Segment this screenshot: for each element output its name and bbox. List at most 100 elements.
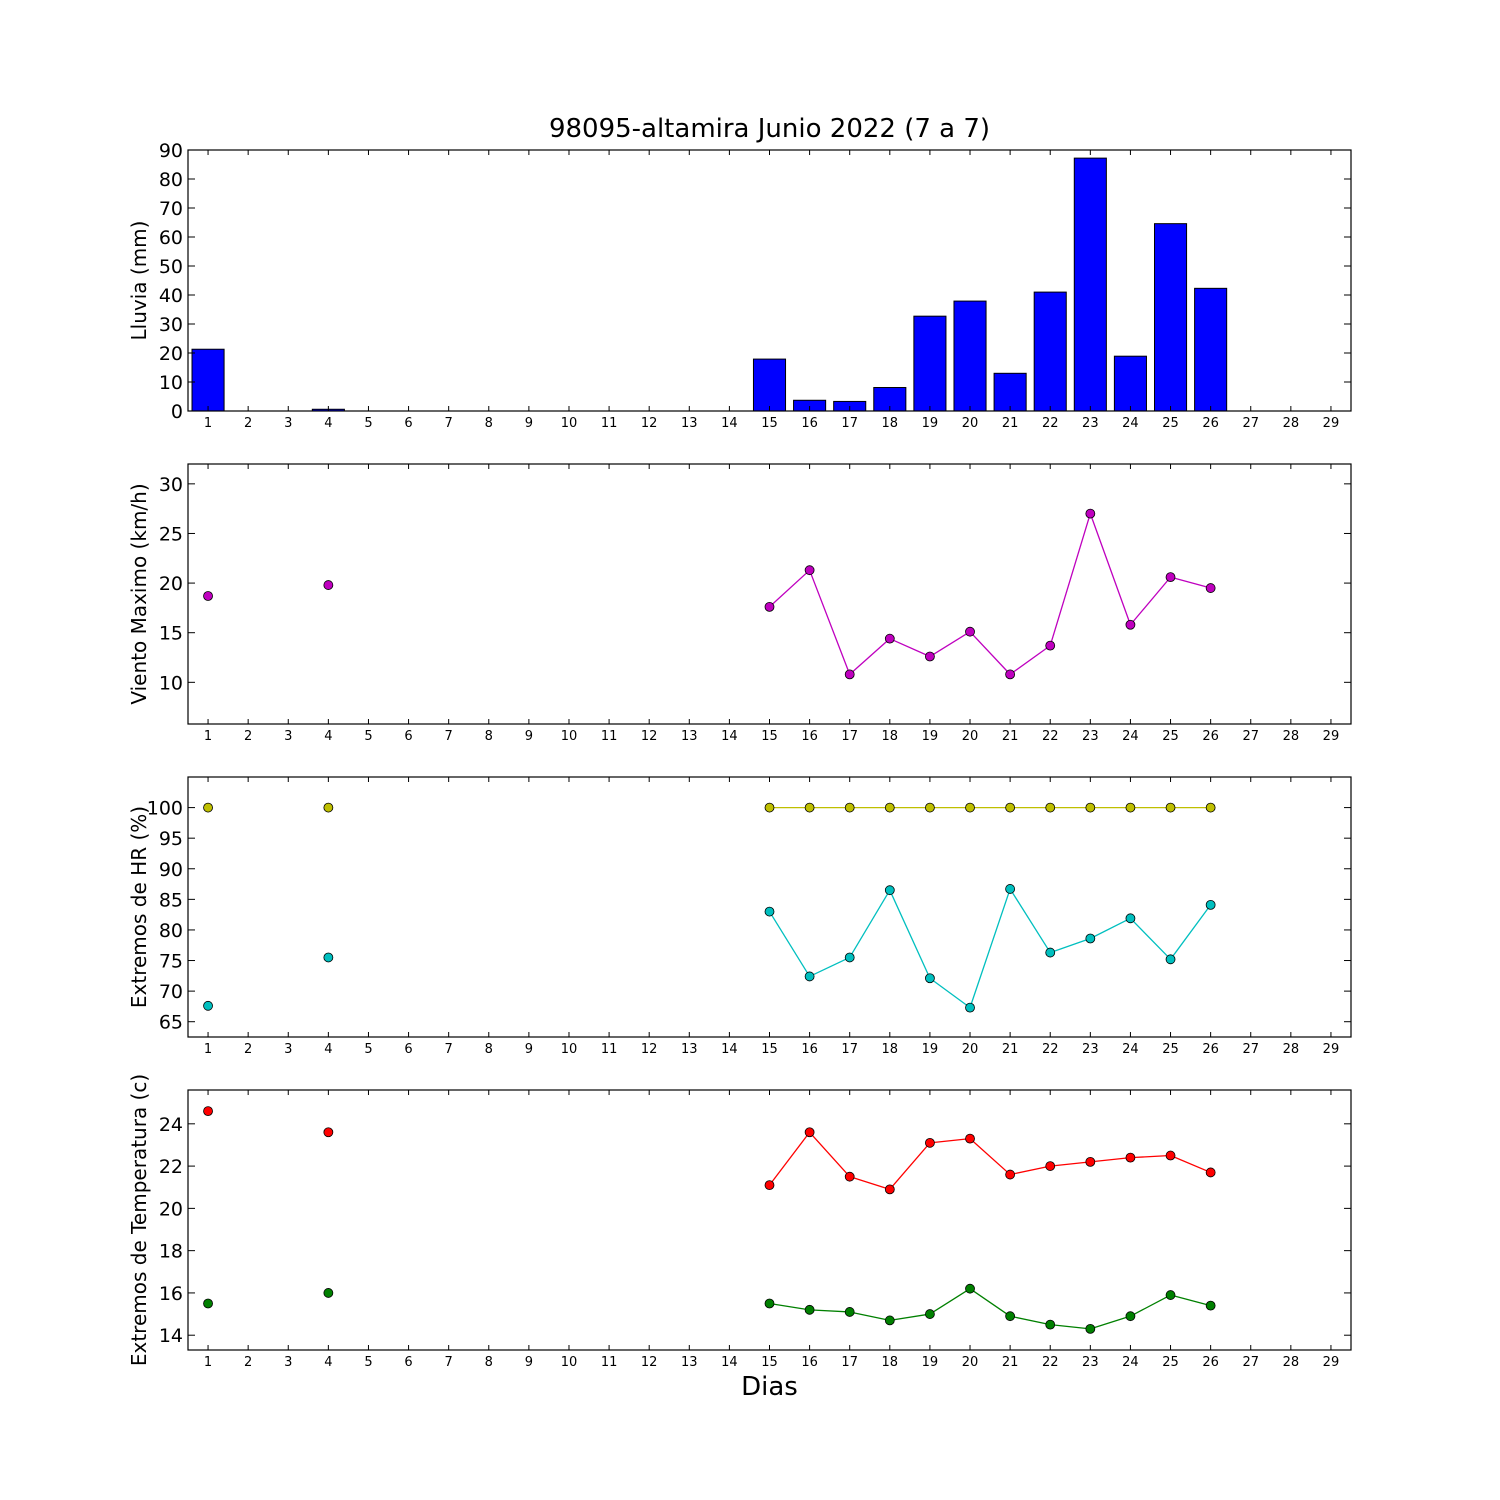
x-tick-label: 28: [1283, 729, 1300, 744]
y-tick-label: 10: [159, 372, 183, 394]
series-1-point-day-16: [804, 802, 815, 813]
x-tick-label: 2: [244, 416, 252, 431]
x-tick-label: 6: [404, 729, 412, 744]
series-1-segment: [1130, 1154, 1171, 1159]
series-2-segment: [809, 1309, 850, 1313]
x-tick-label: 22: [1042, 416, 1059, 431]
series-1-segment: [1170, 576, 1211, 589]
series-1-segment: [849, 1176, 891, 1190]
x-tick-label: 11: [601, 1042, 618, 1057]
series-2-point-day-1: [203, 1000, 213, 1011]
y-axis-label: Extremos de HR (%): [127, 806, 151, 1008]
x-tick-label: 26: [1202, 729, 1219, 744]
x-tick-label: 9: [525, 729, 533, 744]
x-tick-label: 29: [1323, 1355, 1340, 1370]
x-tick-label: 3: [284, 1355, 292, 1370]
x-tick-label: 21: [1002, 729, 1019, 744]
y-tick-label: 24: [159, 1114, 183, 1136]
x-tick-label: 8: [485, 1355, 493, 1370]
series-2-point-day-21: [1005, 1311, 1016, 1322]
series-1-point-day-18: [884, 802, 895, 813]
bar-day-23: [1073, 157, 1107, 412]
series-1-point-day-24: [1125, 619, 1136, 630]
y-tick-label: 65: [159, 1012, 183, 1034]
series-1-point-day-24: [1125, 1152, 1136, 1163]
x-tick-label: 15: [761, 1355, 778, 1370]
x-tick-label: 29: [1323, 1042, 1340, 1057]
series-1-point-day-1: [203, 591, 213, 601]
series-1-point-day-15: [764, 602, 775, 612]
x-tick-label: 10: [561, 416, 578, 431]
y-tick-label: 10: [159, 672, 183, 694]
series-1-point-day-4: [323, 1127, 334, 1138]
series-2-segment: [1050, 1323, 1091, 1330]
x-tick-label: 14: [721, 1355, 738, 1370]
x-tick-label: 1: [204, 729, 212, 744]
y-tick-label: 70: [159, 198, 183, 220]
series-2-point-day-20: [965, 1002, 975, 1013]
x-tick-label: 9: [525, 1042, 533, 1057]
x-tick-label: 6: [404, 1042, 412, 1057]
x-tick-label: 23: [1082, 416, 1099, 431]
series-1-point-day-20: [965, 626, 975, 637]
x-tick-label: 10: [561, 1042, 578, 1057]
series-1-segment: [889, 638, 931, 658]
series-1-segment: [808, 569, 851, 675]
series-2-segment: [769, 1302, 810, 1311]
bar-day-19: [913, 315, 947, 412]
series-1-point-day-23: [1085, 802, 1096, 813]
x-tick-label: 19: [922, 416, 939, 431]
x-tick-label: 26: [1202, 1042, 1219, 1057]
series-1-point-day-15: [764, 1180, 775, 1191]
x-tick-label: 19: [922, 729, 939, 744]
series-2-point-day-26: [1205, 1300, 1216, 1311]
series-2-point-day-17: [844, 952, 855, 963]
x-tick-label: 16: [801, 1355, 818, 1370]
series-1-segment: [929, 631, 971, 658]
x-tick-label: 12: [641, 1355, 658, 1370]
x-tick-label: 18: [882, 729, 899, 744]
x-tick-label: 12: [641, 1042, 658, 1057]
series-1-point-day-21: [1005, 669, 1016, 680]
series-2-point-day-23: [1085, 1323, 1096, 1334]
y-tick-label: 70: [159, 981, 183, 1003]
x-tick-label: 1: [204, 416, 212, 431]
series-2-point-day-20: [965, 1283, 975, 1294]
series-2-point-day-16: [804, 1304, 815, 1315]
x-tick-label: 2: [244, 1355, 252, 1370]
series-1-point-day-20: [965, 802, 975, 813]
y-tick-label: 60: [159, 227, 183, 249]
series-1-point-day-1: [203, 1106, 213, 1117]
y-axis-label: Lluvia (mm): [127, 221, 151, 341]
bar-day-21: [993, 372, 1027, 412]
series-1-segment: [969, 631, 1011, 675]
series-2-segment: [889, 889, 931, 979]
series-1-point-day-25: [1165, 802, 1176, 813]
x-tick-label: 20: [962, 729, 979, 744]
y-tick-label: 90: [159, 859, 183, 881]
y-tick-label: 16: [159, 1283, 183, 1305]
series-1-segment: [768, 1131, 811, 1186]
x-tick-label: 11: [601, 1355, 618, 1370]
x-tick-label: 6: [404, 416, 412, 431]
x-tick-label: 24: [1122, 729, 1139, 744]
series-1-segment: [969, 1138, 1011, 1176]
x-tick-label: 23: [1082, 1355, 1099, 1370]
x-tick-label: 24: [1122, 1042, 1139, 1057]
series-1-segment: [1089, 513, 1132, 625]
series-1-point-day-4: [323, 580, 334, 590]
x-tick-label: 3: [284, 416, 292, 431]
x-tick-label: 22: [1042, 1355, 1059, 1370]
series-2-segment: [1090, 1315, 1131, 1330]
x-tick-label: 16: [801, 729, 818, 744]
series-1-point-day-26: [1205, 583, 1216, 593]
x-tick-label: 15: [761, 416, 778, 431]
series-2-segment: [969, 1288, 1011, 1317]
bar-day-22: [1033, 291, 1067, 412]
panel-3: 1 2 3 4 5 6 7 8 9 10 11 12 13 14 15 16 17 18 19 20 21 22 23 24 2…: [127, 776, 1352, 1057]
x-tick-label: 21: [1002, 416, 1019, 431]
series-1-point-day-19: [925, 802, 935, 813]
x-tick-label: 10: [561, 729, 578, 744]
series-2-point-day-26: [1205, 899, 1216, 910]
x-tick-label: 16: [801, 416, 818, 431]
